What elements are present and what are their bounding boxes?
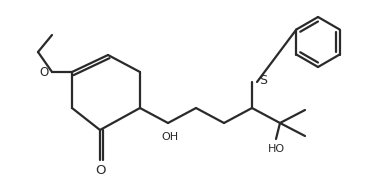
Text: O: O [39, 65, 48, 79]
Text: OH: OH [161, 132, 178, 142]
Text: O: O [95, 164, 105, 176]
Text: HO: HO [267, 144, 284, 154]
Text: S: S [259, 74, 267, 87]
